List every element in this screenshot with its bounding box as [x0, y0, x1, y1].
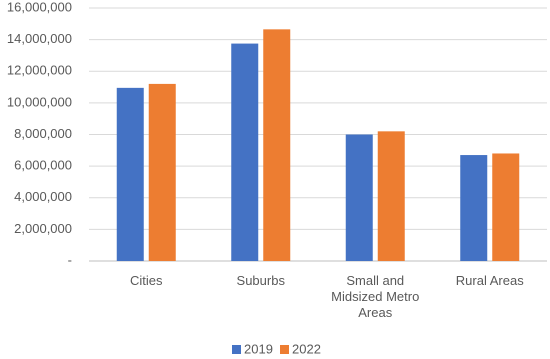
legend-swatch [232, 345, 241, 354]
bar [460, 155, 488, 261]
y-tick-label: 8,000,000 [14, 126, 72, 141]
bar [263, 29, 291, 261]
y-tick-label: 12,000,000 [7, 63, 72, 78]
legend-label: 2019 [244, 341, 273, 356]
y-tick-label: 14,000,000 [7, 31, 72, 46]
bar [492, 153, 520, 261]
y-tick-label: 2,000,000 [14, 221, 72, 236]
x-tick-label: Rural Areas [455, 273, 524, 288]
y-tick-label: 10,000,000 [7, 94, 72, 109]
bar [345, 134, 373, 261]
y-tick-label: - [68, 252, 72, 267]
y-tick-label: 4,000,000 [14, 189, 72, 204]
x-tick-label: Small and Midsized Metro Areas [331, 273, 420, 320]
legend-label: 2022 [292, 341, 321, 356]
x-tick-label: Suburbs [236, 273, 285, 288]
y-tick-label: 16,000,000 [7, 0, 72, 14]
bar [148, 83, 176, 262]
bar [231, 43, 259, 261]
bar [116, 87, 144, 262]
y-tick-label: 6,000,000 [14, 158, 72, 173]
legend-swatch [280, 345, 289, 354]
bar [377, 131, 405, 261]
x-tick-label: Cities [129, 273, 163, 288]
